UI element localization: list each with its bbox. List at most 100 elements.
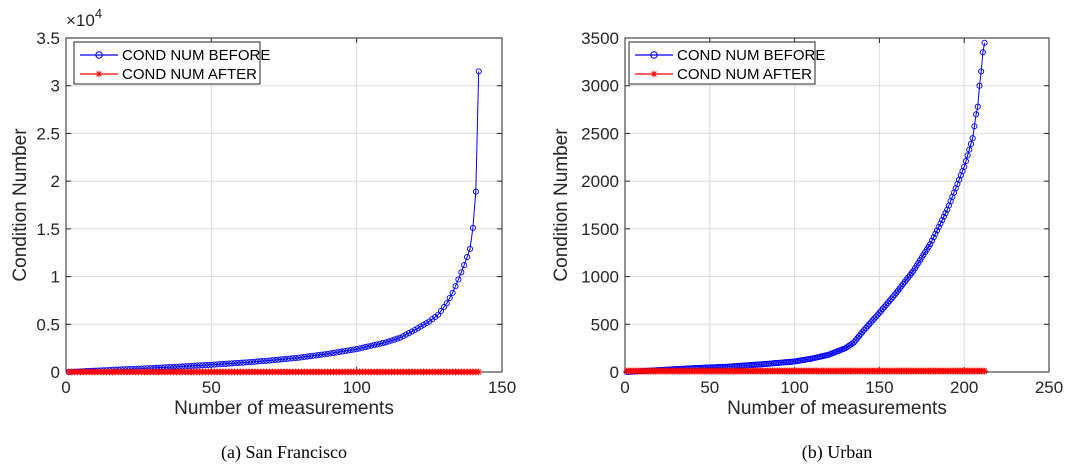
data-point	[884, 299, 891, 306]
data-point	[321, 351, 328, 358]
data-point	[937, 220, 944, 227]
data-point	[339, 348, 346, 355]
data-point	[362, 344, 369, 351]
data-point	[278, 356, 285, 363]
y-tick-label: 2.5	[36, 124, 60, 143]
legend-marker-after	[650, 70, 658, 78]
data-point	[443, 300, 450, 307]
y-tick-label: 2	[51, 172, 60, 191]
data-point	[222, 360, 229, 367]
data-point	[869, 317, 876, 324]
data-point	[927, 241, 934, 248]
data-point	[891, 291, 898, 298]
data-point	[408, 328, 415, 335]
grid-lines	[624, 37, 1050, 373]
data-point	[934, 227, 941, 234]
data-point	[969, 135, 976, 142]
data-point	[310, 352, 317, 359]
data-point	[243, 359, 250, 366]
data-point	[939, 217, 946, 224]
data-point	[190, 362, 197, 369]
y-exponent-label: ×104	[66, 6, 102, 30]
data-point	[978, 68, 985, 75]
data-point	[867, 319, 874, 326]
data-point	[295, 354, 302, 361]
x-tick-label: 150	[488, 378, 516, 397]
legend: COND NUM BEFORE COND NUM AFTER	[73, 41, 270, 85]
data-point	[254, 358, 261, 365]
x-tick-label: 100	[342, 378, 370, 397]
y-tick-label: 1000	[581, 268, 619, 287]
legend-marker-after	[95, 70, 103, 78]
data-point	[449, 289, 456, 296]
data-point	[246, 359, 253, 366]
data-point	[878, 307, 885, 314]
plot-area-frame	[65, 37, 503, 373]
legend-marker-before	[650, 51, 658, 59]
x-tick-label: 150	[865, 378, 893, 397]
data-point	[962, 158, 969, 165]
data-point	[248, 358, 256, 365]
y-tick-label: 0.5	[36, 315, 60, 334]
tick-marks: 0 50 100 150 200 2500500100015002000250030003…	[581, 29, 1063, 397]
data-point	[373, 341, 381, 348]
y-tick-label: 3500	[581, 29, 619, 48]
data-point	[371, 342, 378, 349]
y-tick-label: 1	[51, 268, 60, 287]
asterisk-icon	[650, 70, 658, 78]
data-point	[971, 123, 978, 130]
data-point	[888, 295, 895, 302]
legend: COND NUM BEFORE COND NUM AFTER	[628, 41, 825, 85]
data-point	[382, 339, 389, 346]
data-point	[353, 346, 360, 353]
tick-marks: 0 50 100 150 0 0.5 1 1.5 2 2.5 3 3.5	[36, 29, 516, 397]
data-point	[280, 356, 288, 363]
data-point	[228, 360, 235, 367]
data-point	[862, 325, 869, 332]
data-marks	[623, 39, 988, 376]
data-point	[886, 297, 893, 304]
y-axis-label: Condition Number	[551, 128, 572, 282]
data-point	[318, 351, 325, 358]
data-point	[966, 146, 973, 153]
series-cond-num-after	[65, 368, 483, 376]
data-point	[475, 68, 482, 75]
data-point	[859, 328, 866, 335]
data-point	[440, 304, 447, 311]
legend-label-after: COND NUM AFTER	[677, 66, 812, 83]
data-point	[469, 224, 476, 231]
data-point	[269, 357, 276, 364]
chart-san-francisco: 0 50 100 150 0 0.5 1 1.5 2 2.5 3 3.5 COND NUM BEFOR…	[10, 6, 516, 463]
data-point	[388, 337, 395, 344]
x-axis-label: Number of measurements	[727, 398, 947, 419]
data-point	[359, 344, 366, 351]
x-tick-label: 200	[950, 378, 978, 397]
data-point	[861, 326, 868, 334]
data-point	[237, 359, 244, 366]
y-tick-label: 2500	[581, 124, 619, 143]
data-point	[312, 352, 320, 359]
y-tick-label: 0	[610, 363, 619, 382]
data-point	[260, 357, 267, 365]
data-marks	[65, 68, 483, 376]
data-point	[874, 311, 881, 318]
data-point	[446, 294, 453, 302]
data-point	[981, 367, 988, 375]
plot-area-frame	[624, 37, 1050, 373]
data-point	[298, 354, 305, 361]
data-point	[304, 353, 311, 360]
data-point	[333, 349, 340, 356]
x-tick-label: 100	[780, 378, 808, 397]
x-tick-label: 0	[61, 378, 70, 397]
data-point	[435, 311, 442, 318]
data-point	[864, 323, 871, 330]
data-point	[208, 361, 215, 368]
grid-lines	[65, 37, 503, 373]
data-point	[368, 342, 375, 349]
data-point	[307, 353, 314, 360]
asterisk-icon	[95, 70, 103, 78]
data-point	[405, 330, 413, 337]
legend-box	[628, 41, 816, 85]
data-point	[879, 305, 886, 312]
